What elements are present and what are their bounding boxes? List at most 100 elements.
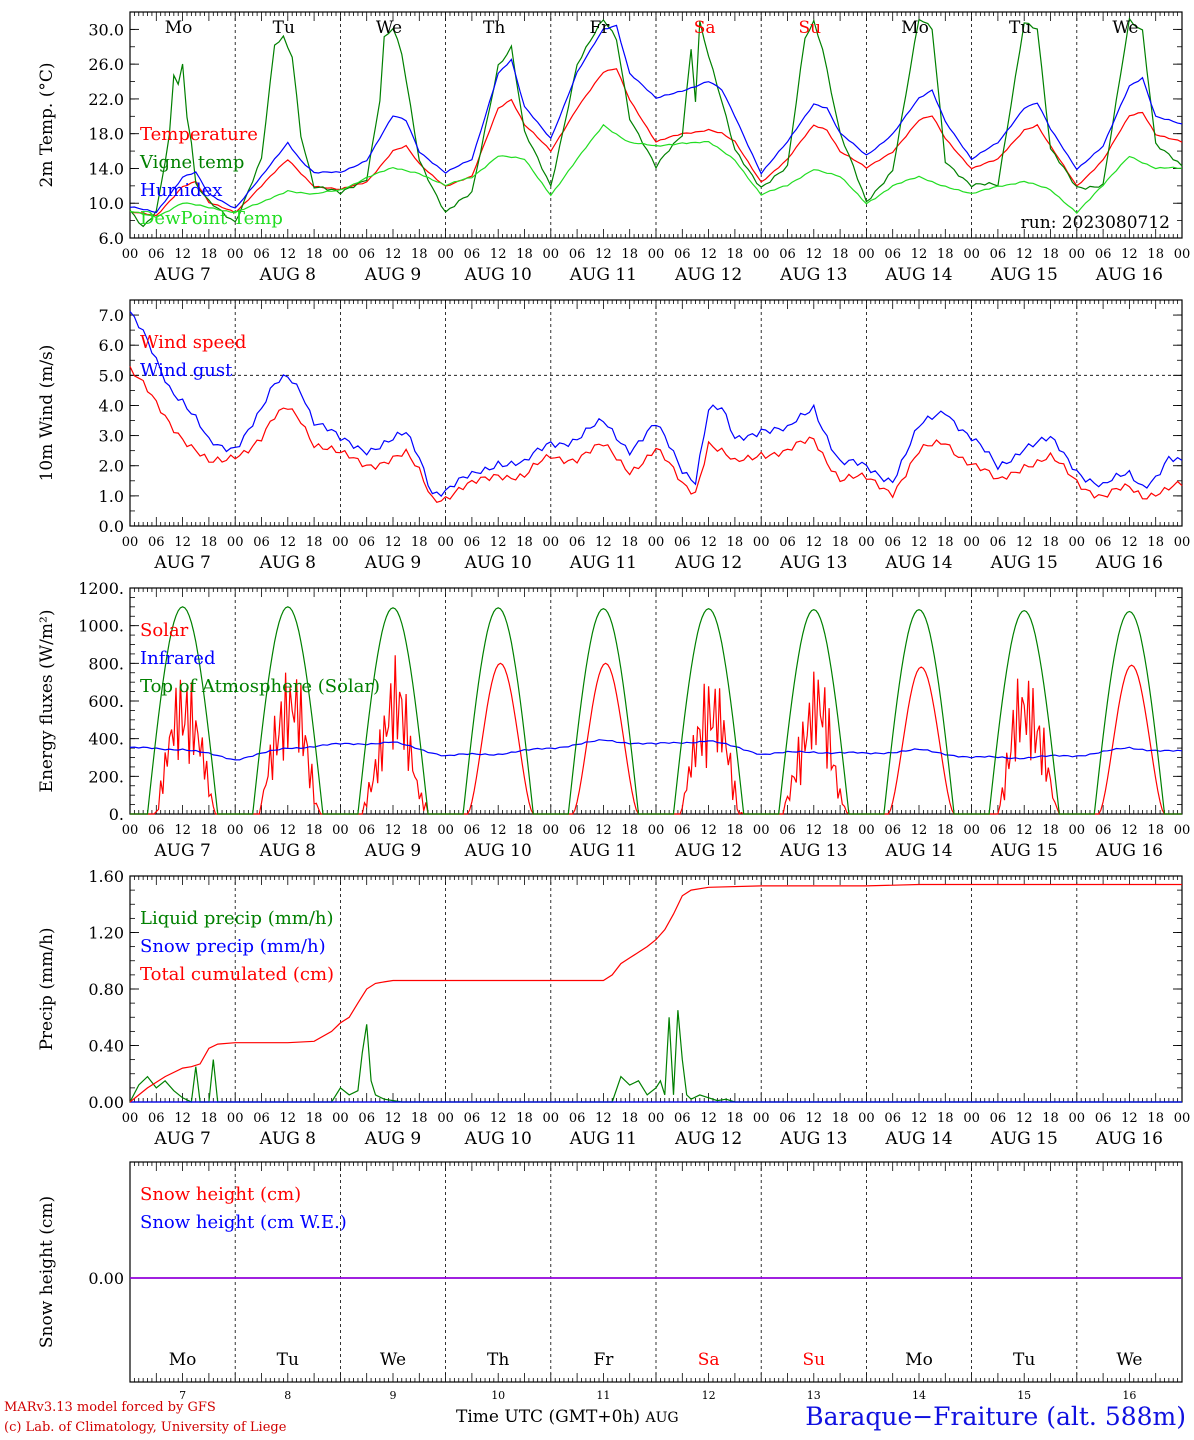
hour-label: 00 [1069, 535, 1086, 550]
hour-label: 12 [490, 247, 507, 262]
hour-label: 00 [227, 1111, 244, 1126]
legend-entry: Wind speed [140, 332, 246, 353]
hour-label: 18 [832, 247, 849, 262]
y-axis-label: 2m Temp. (°C) [37, 62, 57, 187]
legend-entry: Temperature [140, 124, 258, 145]
series-line-dewpoint-temp [129, 123, 1183, 219]
hour-label: 12 [1016, 247, 1033, 262]
legend-entry: Infrared [140, 648, 215, 669]
hour-label: 12 [806, 247, 823, 262]
series-line-top-of-atmosphere-solar- [130, 606, 1182, 815]
hour-label: 18 [201, 247, 218, 262]
series-line-total-cumulated-cm- [129, 883, 1182, 1103]
date-label: AUG 15 [990, 553, 1058, 573]
hour-label: 06 [253, 823, 270, 838]
y-tick-label: 1000. [78, 617, 124, 636]
hour-label: 00 [437, 535, 454, 550]
legend-entry: DewPoint Temp [140, 208, 283, 229]
hour-label: 06 [464, 1111, 481, 1126]
hour-label: 18 [727, 823, 744, 838]
y-axis-label: 10m Wind (m/s) [37, 345, 57, 482]
date-label: AUG 16 [1095, 841, 1163, 861]
hour-label: 06 [779, 535, 796, 550]
hour-label: 12 [385, 247, 402, 262]
date-label: AUG 15 [990, 1129, 1058, 1149]
day-date-label: 15 [1017, 1389, 1031, 1402]
hour-label: 06 [148, 247, 165, 262]
date-label: AUG 9 [364, 841, 421, 861]
hour-label: 18 [306, 247, 323, 262]
series-line-infrared [129, 739, 1183, 761]
hour-label: 18 [516, 823, 533, 838]
hour-label: 18 [201, 823, 218, 838]
hour-label: 00 [332, 1111, 349, 1126]
hour-label: 00 [543, 1111, 560, 1126]
hour-label: 06 [990, 823, 1007, 838]
hour-label: 12 [1121, 1111, 1138, 1126]
hour-label: 12 [280, 1111, 297, 1126]
legend-entry: Snow height (cm W.E.) [140, 1212, 347, 1233]
hour-label: 18 [1147, 823, 1164, 838]
panel-3: 0. 200. 400. 600. 800. 1000. 1200. Energy fluxe… [37, 579, 1190, 861]
hour-label: 00 [1069, 1111, 1086, 1126]
date-label: AUG 10 [464, 1129, 532, 1149]
date-label: AUG 11 [569, 841, 637, 861]
hour-label: 12 [490, 535, 507, 550]
hour-label: 06 [884, 823, 901, 838]
hour-label: 00 [648, 247, 665, 262]
hour-label: 06 [569, 247, 586, 262]
x-axis-title-text: Time UTC (GMT+0h) [456, 1407, 641, 1427]
date-label: AUG 14 [884, 1129, 952, 1149]
date-label: AUG 9 [364, 265, 421, 285]
legend-entry: Top of Atmosphere (Solar) [140, 676, 380, 697]
hour-label: 12 [174, 823, 191, 838]
date-label: AUG 16 [1095, 553, 1163, 573]
hour-label: 18 [727, 1111, 744, 1126]
hour-label: 18 [201, 1111, 218, 1126]
legend-entry: Solar [140, 620, 189, 641]
y-tick-label: 3.0 [99, 427, 124, 446]
day-date-label: 12 [702, 1389, 716, 1402]
hour-label: 00 [753, 535, 770, 550]
hour-label: 12 [700, 535, 717, 550]
panel-5: 0.00 Snow height (cm) Snow height (cm) Snow… [37, 1161, 1183, 1383]
hour-label: 12 [806, 1111, 823, 1126]
hour-label: 06 [253, 247, 270, 262]
hour-label: 18 [937, 823, 954, 838]
hour-label: 00 [858, 823, 875, 838]
y-tick-label: 22.0 [88, 90, 124, 109]
hour-label: 00 [858, 535, 875, 550]
hour-label: 06 [674, 1111, 691, 1126]
hour-label: 18 [1042, 247, 1059, 262]
y-tick-label: 400. [88, 730, 124, 749]
series-line-wind-speed [129, 366, 1183, 503]
date-label: AUG 7 [153, 1129, 210, 1149]
date-label: AUG 12 [674, 841, 742, 861]
hour-label: 18 [1042, 535, 1059, 550]
hour-label: 18 [621, 535, 638, 550]
hour-label: 18 [727, 247, 744, 262]
hour-label: 06 [358, 247, 375, 262]
date-label: AUG 15 [990, 841, 1058, 861]
hour-label: 06 [358, 1111, 375, 1126]
hour-label: 06 [148, 823, 165, 838]
hour-label: 00 [753, 823, 770, 838]
y-axis-label: Energy fluxes (W/m²) [37, 610, 57, 793]
y-tick-label: 7.0 [99, 306, 124, 325]
day-label-bottom: Tu [1013, 1350, 1035, 1370]
y-tick-label: 200. [88, 767, 124, 786]
hour-label: 00 [122, 823, 139, 838]
hour-label: 00 [122, 1111, 139, 1126]
hour-label: 18 [832, 823, 849, 838]
hour-label: 00 [332, 535, 349, 550]
hour-label: 18 [411, 535, 428, 550]
hour-label: 18 [1147, 535, 1164, 550]
date-label: AUG 14 [884, 841, 952, 861]
hour-label: 18 [306, 535, 323, 550]
legend-entry: Humidex [140, 180, 222, 201]
day-label-bottom: We [1116, 1350, 1142, 1370]
hour-label: 12 [174, 1111, 191, 1126]
day-label-top: Fr [589, 18, 610, 38]
hour-label: 18 [937, 247, 954, 262]
